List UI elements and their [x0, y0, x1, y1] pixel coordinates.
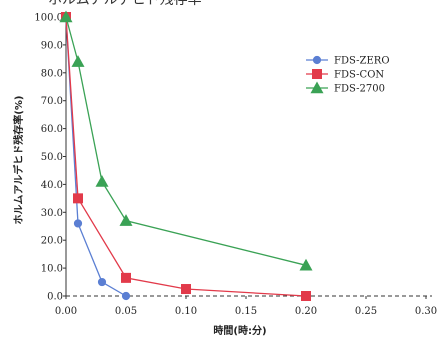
data-point: [73, 193, 83, 204]
axes: 0.0 10.0 20.0 30.0 40.0 50.0 60.0 70.0 80.0 90.0 1…: [34, 13, 437, 318]
data-point: [181, 284, 191, 295]
x-tick-label: 0.30: [415, 306, 437, 317]
data-point: [59, 10, 73, 23]
data-point: [299, 258, 313, 271]
y-axis-title: ホルムアルデヒド残存率(%): [12, 96, 25, 225]
legend-label: FDS-2700: [334, 84, 385, 95]
y-tick-label: 60.0: [41, 124, 63, 135]
data-point: [121, 291, 131, 301]
legend-item: FDS-2700: [306, 81, 385, 95]
y-tick-label: 10.0: [41, 264, 63, 275]
legend-marker: [312, 55, 322, 65]
x-axis-title: 時間(時:分): [213, 324, 266, 337]
y-tick-label: 50.0: [41, 152, 63, 163]
y-tick-label: 0.0: [47, 292, 63, 303]
series-layer: [59, 10, 313, 301]
data-point: [121, 272, 131, 283]
header-fragment: ホルムアルデヒド残存率: [48, 0, 202, 8]
legend: FDS-ZERO FDS-CON FDS-2700: [306, 56, 390, 95]
data-point: [95, 175, 109, 187]
y-tick-label: 20.0: [41, 236, 63, 247]
data-point: [119, 214, 133, 226]
data-point: [71, 55, 85, 67]
x-tick-label: 0.10: [175, 306, 197, 317]
data-point: [301, 291, 311, 301]
x-tick-label: 0.20: [295, 306, 317, 317]
series-fds-2700: [59, 10, 313, 271]
series-line: [65, 16, 127, 297]
legend-marker: [312, 69, 322, 79]
y-tick-label: 100.0: [34, 13, 63, 24]
data-point: [97, 277, 107, 287]
series-line: [65, 16, 307, 266]
y-tick-label: 40.0: [41, 180, 63, 191]
x-tick-label: 0.05: [115, 306, 137, 317]
legend-label: FDS-ZERO: [334, 56, 390, 67]
x-tick-label: 0.15: [235, 306, 257, 317]
y-tick-label: 70.0: [41, 96, 63, 107]
data-point: [73, 219, 83, 228]
series-line: [65, 16, 307, 297]
legend-item: FDS-ZERO: [306, 56, 390, 67]
y-tick-label: 80.0: [41, 68, 63, 79]
legend-marker: [310, 81, 324, 94]
legend-label: FDS-CON: [334, 70, 384, 81]
x-tick-label: 0.25: [355, 306, 377, 317]
series-fds-zero: [61, 12, 131, 301]
legend-item: FDS-CON: [306, 69, 384, 81]
y-tick-label: 90.0: [41, 40, 63, 51]
y-tick-label: 30.0: [41, 208, 63, 219]
x-tick-label: 0.00: [55, 306, 77, 317]
